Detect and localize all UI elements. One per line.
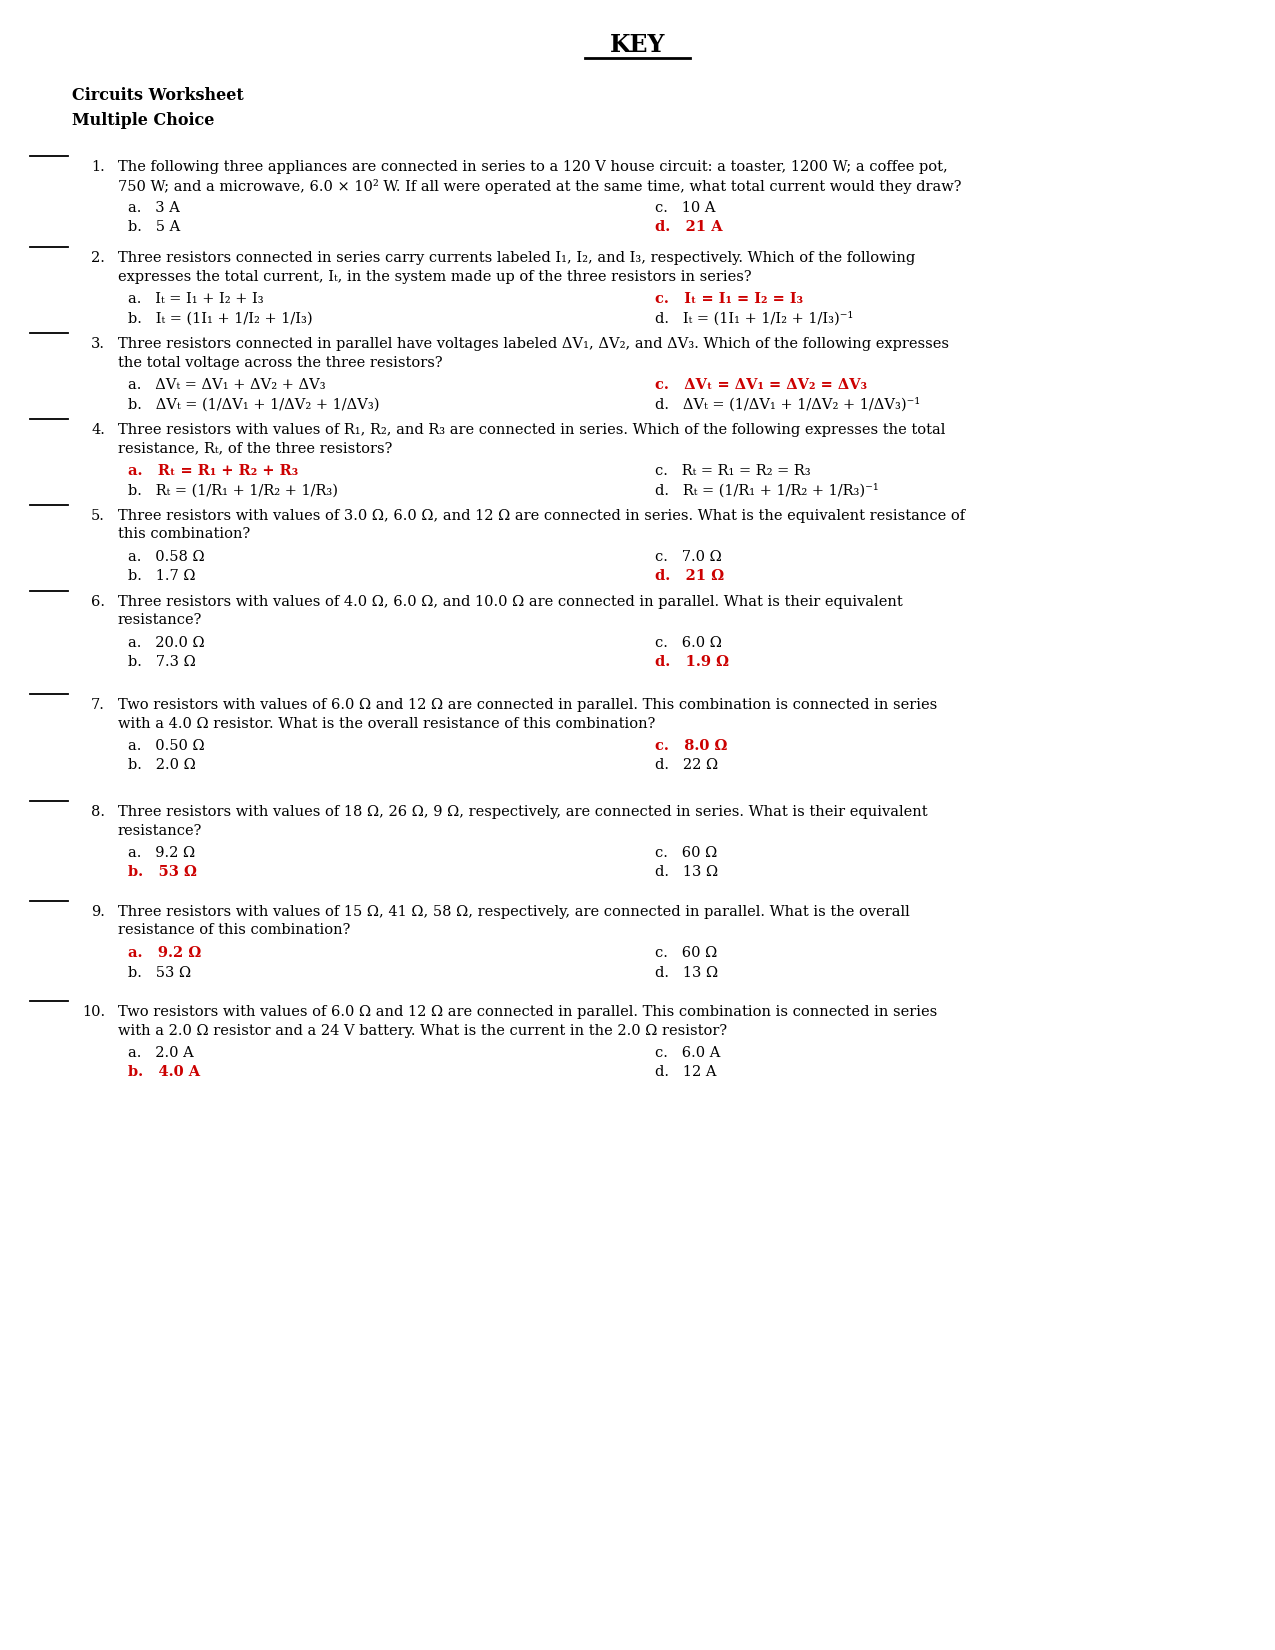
Text: d.   13 Ω: d. 13 Ω xyxy=(655,965,718,980)
Text: 1.: 1. xyxy=(92,160,105,173)
Text: c.   6.0 Ω: c. 6.0 Ω xyxy=(655,635,722,650)
Text: Three resistors with values of 3.0 Ω, 6.0 Ω, and 12 Ω are connected in series. W: Three resistors with values of 3.0 Ω, 6.… xyxy=(119,508,965,523)
Text: resistance of this combination?: resistance of this combination? xyxy=(119,924,351,937)
Text: a.   0.58 Ω: a. 0.58 Ω xyxy=(128,549,204,564)
Text: 4.: 4. xyxy=(91,422,105,437)
Text: Multiple Choice: Multiple Choice xyxy=(71,112,214,129)
Text: d.   22 Ω: d. 22 Ω xyxy=(655,759,718,772)
Text: a.   3 A: a. 3 A xyxy=(128,201,180,214)
Text: with a 2.0 Ω resistor and a 24 V battery. What is the current in the 2.0 Ω resis: with a 2.0 Ω resistor and a 24 V battery… xyxy=(119,1023,727,1038)
Text: this combination?: this combination? xyxy=(119,528,250,541)
Text: Two resistors with values of 6.0 Ω and 12 Ω are connected in parallel. This comb: Two resistors with values of 6.0 Ω and 1… xyxy=(119,1005,937,1020)
Text: b.   7.3 Ω: b. 7.3 Ω xyxy=(128,655,196,670)
Text: 6.: 6. xyxy=(91,596,105,609)
Text: Two resistors with values of 6.0 Ω and 12 Ω are connected in parallel. This comb: Two resistors with values of 6.0 Ω and 1… xyxy=(119,698,937,713)
Text: c.   8.0 Ω: c. 8.0 Ω xyxy=(655,739,727,752)
Text: d.   13 Ω: d. 13 Ω xyxy=(655,866,718,879)
Text: a.   Rₜ = R₁ + R₂ + R₃: a. Rₜ = R₁ + R₂ + R₃ xyxy=(128,464,298,478)
Text: expresses the total current, Iₜ, in the system made up of the three resistors in: expresses the total current, Iₜ, in the … xyxy=(119,269,752,284)
Text: d.   1.9 Ω: d. 1.9 Ω xyxy=(655,655,729,670)
Text: 5.: 5. xyxy=(91,508,105,523)
Text: Three resistors with values of 15 Ω, 41 Ω, 58 Ω, respectively, are connected in : Three resistors with values of 15 Ω, 41 … xyxy=(119,904,910,919)
Text: d.   ΔVₜ = (1/ΔV₁ + 1/ΔV₂ + 1/ΔV₃)⁻¹: d. ΔVₜ = (1/ΔV₁ + 1/ΔV₂ + 1/ΔV₃)⁻¹ xyxy=(655,398,921,412)
Text: 10.: 10. xyxy=(82,1005,105,1020)
Text: b.   53 Ω: b. 53 Ω xyxy=(128,866,196,879)
Text: with a 4.0 Ω resistor. What is the overall resistance of this combination?: with a 4.0 Ω resistor. What is the overa… xyxy=(119,716,655,731)
Text: a.   ΔVₜ = ΔV₁ + ΔV₂ + ΔV₃: a. ΔVₜ = ΔV₁ + ΔV₂ + ΔV₃ xyxy=(128,378,325,393)
Text: b.   Iₜ = (1I₁ + 1/I₂ + 1/I₃): b. Iₜ = (1I₁ + 1/I₂ + 1/I₃) xyxy=(128,312,312,325)
Text: a.   9.2 Ω: a. 9.2 Ω xyxy=(128,945,201,960)
Text: a.   20.0 Ω: a. 20.0 Ω xyxy=(128,635,204,650)
Text: Three resistors connected in parallel have voltages labeled ΔV₁, ΔV₂, and ΔV₃. W: Three resistors connected in parallel ha… xyxy=(119,337,949,351)
Text: resistance?: resistance? xyxy=(119,614,203,627)
Text: Three resistors with values of 4.0 Ω, 6.0 Ω, and 10.0 Ω are connected in paralle: Three resistors with values of 4.0 Ω, 6.… xyxy=(119,596,903,609)
Text: Three resistors with values of R₁, R₂, and R₃ are connected in series. Which of : Three resistors with values of R₁, R₂, a… xyxy=(119,422,945,437)
Text: c.   10 A: c. 10 A xyxy=(655,201,715,214)
Text: 3.: 3. xyxy=(91,337,105,351)
Text: c.   ΔVₜ = ΔV₁ = ΔV₂ = ΔV₃: c. ΔVₜ = ΔV₁ = ΔV₂ = ΔV₃ xyxy=(655,378,867,393)
Text: b.   ΔVₜ = (1/ΔV₁ + 1/ΔV₂ + 1/ΔV₃): b. ΔVₜ = (1/ΔV₁ + 1/ΔV₂ + 1/ΔV₃) xyxy=(128,398,380,411)
Text: c.   6.0 A: c. 6.0 A xyxy=(655,1046,720,1059)
Text: b.   1.7 Ω: b. 1.7 Ω xyxy=(128,569,195,584)
Text: d.   Iₜ = (1I₁ + 1/I₂ + 1/I₃)⁻¹: d. Iₜ = (1I₁ + 1/I₂ + 1/I₃)⁻¹ xyxy=(655,312,853,325)
Text: Three resistors with values of 18 Ω, 26 Ω, 9 Ω, respectively, are connected in s: Three resistors with values of 18 Ω, 26 … xyxy=(119,805,928,818)
Text: 7.: 7. xyxy=(91,698,105,713)
Text: c.   Rₜ = R₁ = R₂ = R₃: c. Rₜ = R₁ = R₂ = R₃ xyxy=(655,464,811,478)
Text: b.   4.0 A: b. 4.0 A xyxy=(128,1066,200,1079)
Text: c.   Iₜ = I₁ = I₂ = I₃: c. Iₜ = I₁ = I₂ = I₃ xyxy=(655,292,803,305)
Text: 2.: 2. xyxy=(91,251,105,266)
Text: resistance, Rₜ, of the three resistors?: resistance, Rₜ, of the three resistors? xyxy=(119,442,393,455)
Text: 8.: 8. xyxy=(91,805,105,818)
Text: c.   60 Ω: c. 60 Ω xyxy=(655,846,718,860)
Text: a.   0.50 Ω: a. 0.50 Ω xyxy=(128,739,204,752)
Text: c.   60 Ω: c. 60 Ω xyxy=(655,945,718,960)
Text: d.   12 A: d. 12 A xyxy=(655,1066,717,1079)
Text: d.   21 Ω: d. 21 Ω xyxy=(655,569,724,584)
Text: a.   2.0 A: a. 2.0 A xyxy=(128,1046,194,1059)
Text: 750 W; and a microwave, 6.0 × 10² W. If all were operated at the same time, what: 750 W; and a microwave, 6.0 × 10² W. If … xyxy=(119,178,961,193)
Text: b.   Rₜ = (1/R₁ + 1/R₂ + 1/R₃): b. Rₜ = (1/R₁ + 1/R₂ + 1/R₃) xyxy=(128,483,338,498)
Text: The following three appliances are connected in series to a 120 V house circuit:: The following three appliances are conne… xyxy=(119,160,947,173)
Text: 9.: 9. xyxy=(91,904,105,919)
Text: d.   Rₜ = (1/R₁ + 1/R₂ + 1/R₃)⁻¹: d. Rₜ = (1/R₁ + 1/R₂ + 1/R₃)⁻¹ xyxy=(655,483,878,498)
Text: KEY: KEY xyxy=(609,33,666,58)
Text: resistance?: resistance? xyxy=(119,823,203,838)
Text: b.   2.0 Ω: b. 2.0 Ω xyxy=(128,759,196,772)
Text: a.   9.2 Ω: a. 9.2 Ω xyxy=(128,846,195,860)
Text: Circuits Worksheet: Circuits Worksheet xyxy=(71,87,244,104)
Text: c.   7.0 Ω: c. 7.0 Ω xyxy=(655,549,722,564)
Text: Three resistors connected in series carry currents labeled I₁, I₂, and I₃, respe: Three resistors connected in series carr… xyxy=(119,251,915,266)
Text: b.   5 A: b. 5 A xyxy=(128,221,180,234)
Text: a.   Iₜ = I₁ + I₂ + I₃: a. Iₜ = I₁ + I₂ + I₃ xyxy=(128,292,264,305)
Text: d.   21 A: d. 21 A xyxy=(655,221,723,234)
Text: b.   53 Ω: b. 53 Ω xyxy=(128,965,191,980)
Text: the total voltage across the three resistors?: the total voltage across the three resis… xyxy=(119,355,442,370)
